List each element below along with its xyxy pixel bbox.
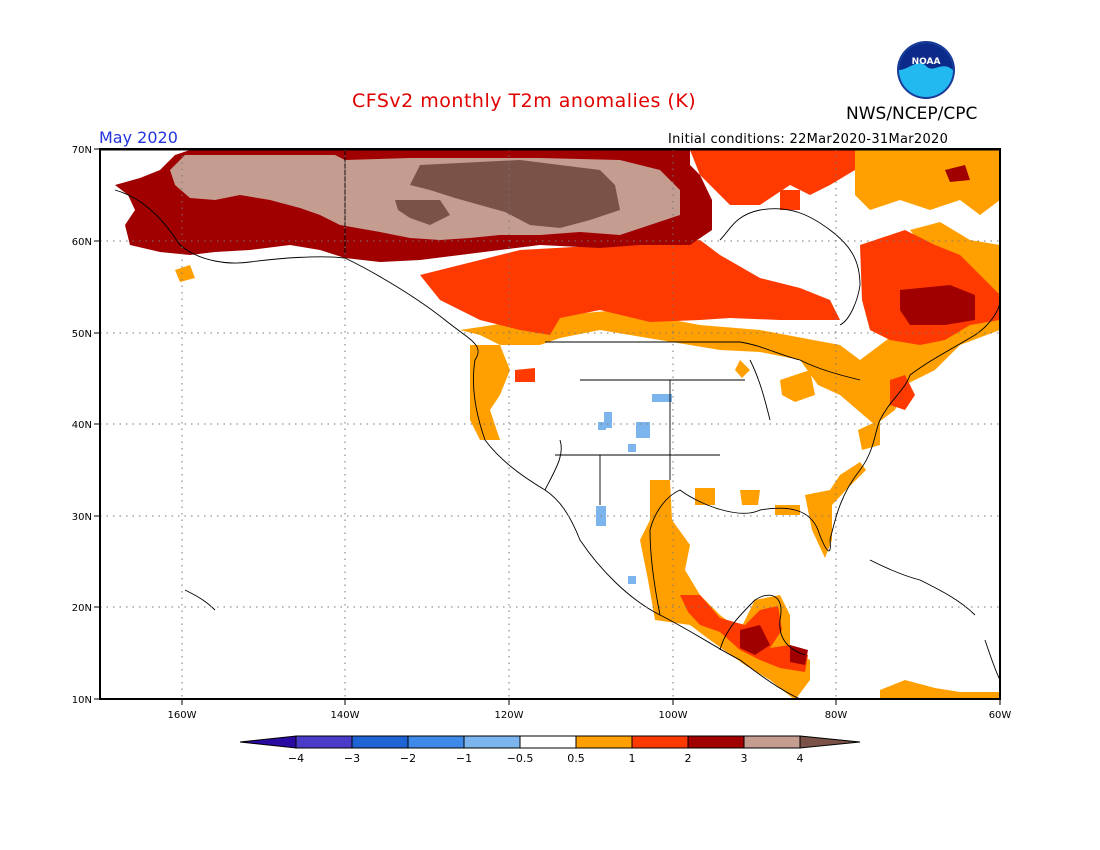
lat-label-40n: 40N	[72, 420, 92, 431]
colorbar-label: 0.5	[567, 752, 585, 765]
colorbar-swatch-8	[687, 735, 745, 749]
colorbar-swatch-7	[631, 735, 689, 749]
colorbar-swatch-4	[463, 735, 521, 749]
colorbar-label: −2	[400, 752, 416, 765]
longitude-labels: 160W 140W 120W 100W 80W 60W	[168, 710, 1012, 721]
lon-label-160w: 160W	[168, 710, 197, 721]
extreme-regions	[395, 160, 620, 228]
chart-title: CFSv2 monthly T2m anomalies (K)	[352, 90, 697, 112]
anomaly-fields	[115, 150, 1000, 699]
lat-label-10n: 10N	[72, 695, 92, 706]
gridlines	[100, 149, 1000, 699]
month-label: May 2020	[99, 128, 178, 147]
colorbar-label: −1	[456, 752, 472, 765]
colorbar-label: 2	[685, 752, 692, 765]
lat-label-70n: 70N	[72, 145, 92, 156]
colorbar-label: 3	[741, 752, 748, 765]
lat-label-20n: 20N	[72, 603, 92, 614]
logo-text: NOAA	[912, 57, 941, 67]
colorbar-label: 4	[797, 752, 804, 765]
colorbar-swatch-5	[519, 735, 577, 749]
noaa-logo-icon: NOAA	[897, 41, 955, 99]
tick-marks	[94, 148, 1001, 705]
colorbar-label: 1	[629, 752, 636, 765]
lon-label-100w: 100W	[659, 710, 688, 721]
initial-conditions-label: Initial conditions: 22Mar2020-31Mar2020	[668, 132, 949, 147]
lon-label-120w: 120W	[495, 710, 524, 721]
colorbar-swatch-3	[407, 735, 465, 749]
organization-label: NWS/NCEP/CPC	[846, 104, 978, 124]
lat-label-50n: 50N	[72, 329, 92, 340]
colorbar-label: −0.5	[507, 752, 534, 765]
lat-label-30n: 30N	[72, 512, 92, 523]
colorbar-swatch-9	[743, 735, 801, 749]
lat-label-60n: 60N	[72, 237, 92, 248]
colorbar	[239, 735, 861, 749]
latitude-labels: 70N 60N 50N 40N 30N 20N 10N	[72, 145, 92, 706]
colorbar-swatch-6	[575, 735, 633, 749]
colorbar-labels: −4 −3 −2 −1 −0.5 0.5 1 2 3 4	[288, 752, 804, 765]
lon-label-80w: 80W	[825, 710, 848, 721]
colorbar-swatch-1	[295, 735, 353, 749]
colorbar-label: −3	[344, 752, 360, 765]
lon-label-60w: 60W	[989, 710, 1012, 721]
colorbar-swatch-2	[351, 735, 409, 749]
lon-label-140w: 140W	[331, 710, 360, 721]
colorbar-swatch-0	[239, 735, 297, 749]
colorbar-swatch-10	[799, 735, 861, 749]
colorbar-label: −4	[288, 752, 304, 765]
